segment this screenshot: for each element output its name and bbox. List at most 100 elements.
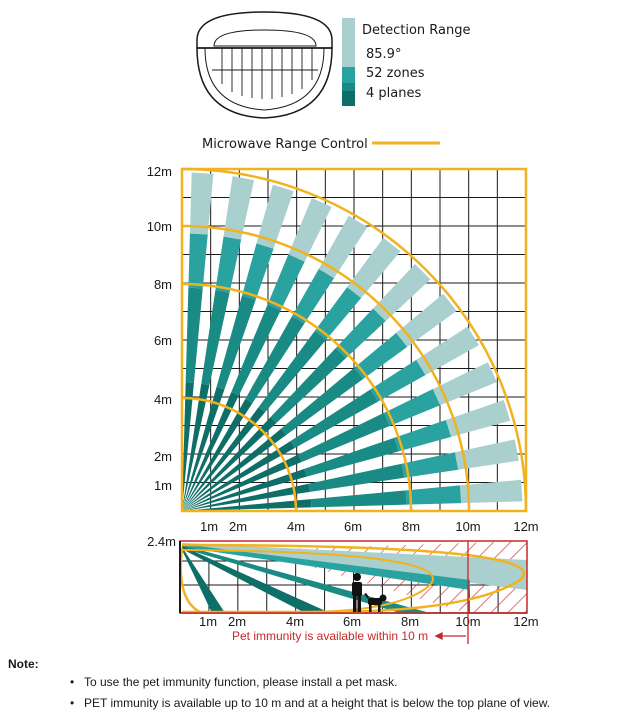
beam-segment bbox=[298, 412, 390, 462]
beam-segment bbox=[370, 359, 426, 402]
x-tick-4m: 4m bbox=[287, 519, 305, 534]
beam-segment bbox=[182, 454, 302, 511]
person-icon bbox=[352, 573, 362, 612]
side-beam bbox=[182, 546, 330, 613]
beam-segment bbox=[245, 316, 305, 404]
x-tick-2m: 2m bbox=[229, 519, 247, 534]
y-tick-10m: 10m bbox=[147, 219, 172, 234]
beam-segment bbox=[460, 479, 523, 504]
beam-segment bbox=[182, 407, 266, 511]
beam-segment bbox=[189, 172, 214, 235]
beam-segment bbox=[288, 197, 332, 262]
note-item: PET immunity is available up to 10 m and… bbox=[70, 693, 550, 714]
beam-segment bbox=[215, 236, 242, 293]
beam-segment bbox=[292, 268, 335, 324]
beam-segment bbox=[396, 293, 457, 347]
beam-segment bbox=[185, 287, 203, 383]
beam-segment bbox=[182, 383, 210, 511]
x-tick-12m: 12m bbox=[513, 519, 538, 534]
beam-segment bbox=[201, 290, 230, 386]
beam-segment bbox=[182, 398, 253, 511]
beam-segment bbox=[256, 184, 294, 249]
legend-planes: 4 planes bbox=[366, 86, 421, 101]
beam-segment bbox=[182, 428, 287, 511]
dog-icon bbox=[364, 593, 387, 612]
side-beam bbox=[182, 544, 470, 590]
detection-diagram: Detection Range 85.9° 52 zones 4 planes … bbox=[147, 11, 539, 644]
beam-segment bbox=[267, 254, 305, 311]
beam-segment bbox=[182, 392, 239, 511]
beam-segment bbox=[182, 483, 310, 511]
beam-segment bbox=[182, 417, 277, 511]
beam-segment bbox=[416, 326, 479, 376]
beam-segment bbox=[401, 452, 459, 478]
microwave-area-outline bbox=[180, 167, 528, 513]
beam-segment bbox=[223, 176, 255, 240]
side-x-tick-8m: 8m bbox=[401, 614, 419, 629]
beam-segment bbox=[347, 237, 401, 299]
beam-segment bbox=[310, 490, 407, 508]
side-x-tick-12m: 12m bbox=[513, 614, 538, 629]
microwave-arc-5m bbox=[181, 396, 298, 512]
beam-segment bbox=[354, 332, 408, 379]
microwave-arc-8m bbox=[181, 282, 413, 512]
note-list: To use the pet immunity function, please… bbox=[70, 672, 550, 714]
beam-segment bbox=[454, 439, 519, 470]
microwave-label: Microwave Range Control bbox=[202, 137, 368, 152]
beam-segment bbox=[281, 367, 364, 435]
beam-segment bbox=[231, 304, 281, 396]
microwave-arc-12m bbox=[181, 167, 528, 512]
x-tick-10m: 10m bbox=[455, 519, 480, 534]
note-item: To use the pet immunity function, please… bbox=[70, 672, 550, 693]
pet-limit-arrow bbox=[434, 541, 469, 644]
beam-segment bbox=[335, 308, 386, 359]
side-beam bbox=[182, 547, 225, 613]
y-tick-2m: 2m bbox=[154, 449, 172, 464]
side-height-label: 2.4m bbox=[147, 534, 176, 549]
legend-title: Detection Range bbox=[362, 23, 471, 38]
beam-segment bbox=[182, 387, 225, 511]
x-tick-8m: 8m bbox=[402, 519, 420, 534]
beam-segment bbox=[304, 437, 399, 477]
side-x-tick-2m: 2m bbox=[228, 614, 246, 629]
y-tick-4m: 4m bbox=[154, 392, 172, 407]
beam-segment bbox=[318, 215, 368, 279]
beam-segment bbox=[373, 264, 431, 322]
legend-color-bar bbox=[342, 18, 355, 106]
pet-immunity-text: Pet immunity is available within 10 m bbox=[232, 629, 428, 643]
side-microwave-curve bbox=[180, 543, 526, 613]
side-view-beams bbox=[182, 543, 527, 613]
beam-segment bbox=[290, 389, 378, 448]
top-view-beams bbox=[182, 172, 523, 511]
beam-segment bbox=[182, 440, 295, 511]
legend-zones: 52 zones bbox=[366, 66, 425, 81]
note-title: Note: bbox=[8, 657, 39, 671]
beam-segment bbox=[314, 287, 362, 340]
beam-segment bbox=[270, 348, 346, 423]
beam-segment bbox=[308, 463, 405, 492]
y-tick-1m: 1m bbox=[154, 478, 172, 493]
beam-segment bbox=[258, 330, 327, 413]
x-tick-1m: 1m bbox=[200, 519, 218, 534]
sensor-icon bbox=[196, 11, 333, 119]
beam-segment bbox=[182, 468, 307, 511]
microwave-arc-10m bbox=[181, 224, 471, 512]
beam-segment bbox=[241, 243, 274, 300]
side-x-tick-6m: 6m bbox=[343, 614, 361, 629]
x-tick-6m: 6m bbox=[344, 519, 362, 534]
beam-segment bbox=[405, 485, 462, 505]
y-tick-12m: 12m bbox=[147, 164, 172, 179]
y-tick-6m: 6m bbox=[154, 333, 172, 348]
beam-segment bbox=[216, 295, 256, 390]
side-microwave-inner bbox=[181, 549, 434, 613]
beam-segment bbox=[182, 382, 194, 511]
y-tick-8m: 8m bbox=[154, 277, 172, 292]
beam-segment bbox=[394, 419, 452, 452]
legend-angle: 85.9° bbox=[366, 47, 401, 62]
side-x-tick-4m: 4m bbox=[286, 614, 304, 629]
beam-segment bbox=[432, 362, 497, 406]
beam-segment bbox=[445, 399, 511, 437]
microwave-arcs bbox=[180, 167, 528, 513]
beam-segment bbox=[383, 389, 441, 426]
beam-segment bbox=[188, 233, 208, 289]
